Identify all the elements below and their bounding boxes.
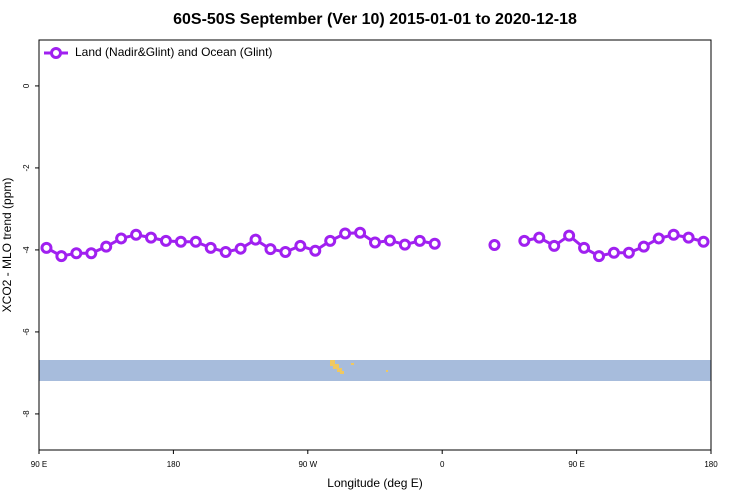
point	[174, 235, 187, 248]
point	[518, 234, 531, 247]
point	[593, 250, 605, 263]
point	[682, 231, 695, 244]
point	[279, 245, 292, 258]
point	[219, 245, 232, 258]
point	[70, 247, 83, 260]
point	[115, 232, 128, 245]
x-tick-label: 90 E	[31, 460, 47, 469]
point	[622, 246, 635, 259]
point	[548, 239, 561, 252]
point	[130, 228, 143, 241]
point	[55, 250, 68, 263]
point	[697, 235, 710, 248]
y-tick-label: 0	[22, 83, 31, 88]
point	[40, 241, 53, 254]
point	[607, 246, 620, 259]
plot-frame	[38, 39, 712, 451]
point	[159, 234, 172, 247]
chart-title: 60S-50S September (Ver 10) 2015-01-01 to…	[173, 11, 577, 28]
point	[667, 228, 680, 241]
x-tick-label: 180	[167, 460, 181, 469]
land-speckles	[330, 360, 388, 374]
point	[204, 241, 217, 254]
point	[488, 239, 501, 251]
point	[294, 239, 307, 252]
map-band	[39, 360, 711, 381]
point	[264, 243, 277, 256]
legend-label: Land (Nadir&Glint) and Ocean (Glint)	[75, 45, 272, 59]
point	[369, 236, 381, 249]
x-tick-label: 90 E	[568, 460, 584, 469]
point	[324, 234, 337, 247]
point	[578, 241, 591, 254]
point	[563, 229, 576, 242]
y-axis-label: XCO2 - MLO trend (ppm)	[0, 178, 14, 313]
point	[398, 238, 411, 251]
point	[652, 232, 665, 245]
legend: Land (Nadir&Glint) and Ocean (Glint)	[44, 45, 272, 59]
point	[249, 233, 262, 246]
x-axis-label: Longitude (deg E)	[327, 476, 422, 490]
point	[413, 234, 426, 247]
x-tick-label: 180	[704, 460, 718, 469]
y-tick-label: -6	[22, 328, 31, 336]
point	[354, 226, 367, 239]
y-tick-label: -4	[22, 246, 31, 254]
point	[637, 240, 650, 253]
point	[85, 247, 98, 260]
point	[428, 237, 441, 250]
y-tick-label: -2	[22, 164, 31, 172]
x-tick-label: 0	[440, 460, 445, 469]
point	[383, 234, 396, 247]
point	[533, 231, 546, 244]
legend-marker	[50, 47, 62, 59]
point	[145, 231, 157, 244]
y-tick-label: -8	[22, 410, 31, 418]
point	[234, 242, 247, 255]
point	[309, 244, 322, 257]
point	[100, 240, 113, 253]
point	[339, 227, 352, 240]
x-tick-label: 90 W	[298, 460, 317, 469]
point	[189, 235, 202, 248]
